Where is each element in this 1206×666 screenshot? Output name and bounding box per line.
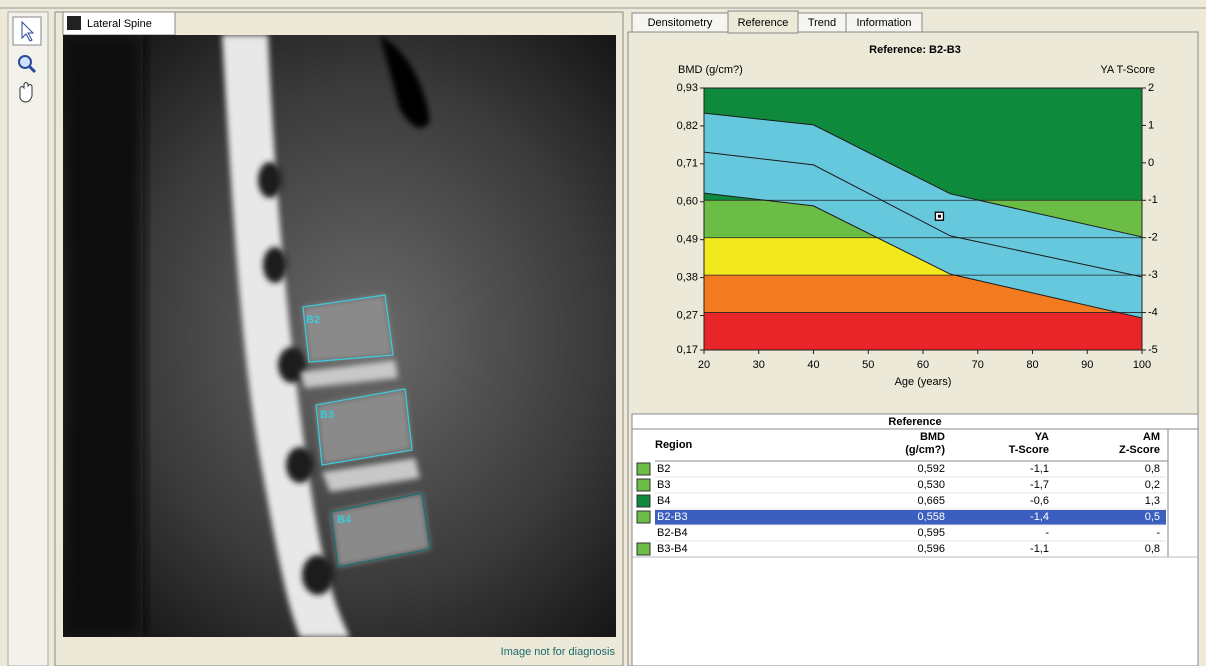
x-tick-label: 70 xyxy=(972,359,984,371)
cell[interactable]: B2-B3 xyxy=(657,511,688,523)
row-swatch xyxy=(637,479,650,491)
cell[interactable]: B2-B4 xyxy=(657,527,688,539)
y2-tick-label: -2 xyxy=(1148,232,1158,244)
tabs: Densitometry Reference Trend Information xyxy=(632,11,922,33)
y-axis-label: BMD (g/cm?) xyxy=(678,64,743,76)
x-tick-label: 50 xyxy=(862,359,874,371)
chart: Reference: B2-B3 BMD (g/cm?) YA T-Score Age… xyxy=(677,44,1158,388)
image-tab-label: Lateral Spine xyxy=(87,18,152,30)
column-header: Z-Score xyxy=(1119,444,1160,456)
cell: -0,6 xyxy=(1030,495,1049,507)
row-swatch xyxy=(637,543,650,555)
row-swatch xyxy=(637,463,650,475)
x-axis-label: Age (years) xyxy=(895,376,952,388)
cell[interactable]: B3-B4 xyxy=(657,543,688,555)
cell: 0,592 xyxy=(917,463,945,475)
y2-tick-label: -1 xyxy=(1148,194,1158,206)
cell: - xyxy=(1156,527,1160,539)
column-header: Region xyxy=(655,439,693,451)
xray-image xyxy=(63,35,616,637)
patient-point-dot xyxy=(938,215,941,218)
cell: - xyxy=(1045,527,1049,539)
cell[interactable]: B4 xyxy=(657,495,670,507)
selected-row[interactable] xyxy=(655,510,1166,525)
y2-tick-label: 0 xyxy=(1148,157,1154,169)
cell: 0,8 xyxy=(1145,543,1160,555)
x-tick-label: 80 xyxy=(1026,359,1038,371)
x-tick-label: 40 xyxy=(807,359,819,371)
y2-tick-label: 1 xyxy=(1148,119,1154,131)
tab-label: Trend xyxy=(808,17,836,29)
cell: 0,8 xyxy=(1145,463,1160,475)
tab-label: Information xyxy=(856,17,911,29)
x-tick-label: 100 xyxy=(1133,359,1151,371)
y-tick-label: 0,82 xyxy=(677,120,698,132)
y2-tick-label: 2 xyxy=(1148,82,1154,94)
cell: 0,530 xyxy=(917,479,945,491)
cell: 0,558 xyxy=(917,511,945,523)
region-label: B4 xyxy=(337,514,352,526)
chart-title: Reference: B2-B3 xyxy=(869,44,961,56)
cell: 0,595 xyxy=(917,527,945,539)
column-header: (g/cm?) xyxy=(905,444,945,456)
cell[interactable]: B2 xyxy=(657,463,670,475)
y2-tick-label: -3 xyxy=(1148,269,1158,281)
y2-tick-label: -4 xyxy=(1148,306,1158,318)
region-label: B2 xyxy=(306,314,320,326)
region-label: B3 xyxy=(320,409,334,421)
tab-label: Reference xyxy=(738,17,789,29)
column-header: AM xyxy=(1143,431,1160,443)
y-tick-label: 0,93 xyxy=(677,82,698,94)
x-tick-label: 60 xyxy=(917,359,929,371)
x-tick-label: 90 xyxy=(1081,359,1093,371)
cell: -1,7 xyxy=(1030,479,1049,491)
row-swatch xyxy=(637,495,650,507)
table: Reference Region BMD(g/cm?) YAT-Score AMZ-Sc… xyxy=(632,414,1198,666)
y-tick-label: 0,49 xyxy=(677,234,698,246)
cell: 0,665 xyxy=(917,495,945,507)
tab-label: Densitometry xyxy=(648,17,713,29)
y-tick-label: 0,71 xyxy=(677,158,698,170)
y2-tick-label: -5 xyxy=(1148,344,1158,356)
y-tick-label: 0,38 xyxy=(677,272,698,284)
column-header: T-Score xyxy=(1009,444,1049,456)
page: Lateral Spine B2 B3 B4 Image not for diagn… xyxy=(0,0,1206,666)
column-header: YA xyxy=(1035,431,1049,443)
x-tick-label: 20 xyxy=(698,359,710,371)
y-tick-label: 0,17 xyxy=(677,344,698,356)
x-tick-label: 30 xyxy=(753,359,765,371)
cell: 1,3 xyxy=(1145,495,1160,507)
image-footer: Image not for diagnosis xyxy=(501,646,616,658)
table-title: Reference xyxy=(888,416,941,428)
y-tick-label: 0,60 xyxy=(677,196,698,208)
row-swatch xyxy=(637,511,650,523)
tab-icon xyxy=(67,16,81,30)
band xyxy=(704,313,1142,350)
cell: 0,5 xyxy=(1145,511,1160,523)
y-tick-label: 0,27 xyxy=(677,309,698,321)
cell: 0,596 xyxy=(917,543,945,555)
screen: Lateral Spine B2 B3 B4 Image not for diagn… xyxy=(0,0,1206,666)
cell: -1,1 xyxy=(1030,543,1049,555)
cell[interactable]: B3 xyxy=(657,479,670,491)
cell: -1,4 xyxy=(1030,511,1049,523)
y2-axis-label: YA T-Score xyxy=(1100,64,1155,76)
cell: 0,2 xyxy=(1145,479,1160,491)
column-header: BMD xyxy=(920,431,945,443)
cell: -1,1 xyxy=(1030,463,1049,475)
toolbar xyxy=(8,12,48,666)
